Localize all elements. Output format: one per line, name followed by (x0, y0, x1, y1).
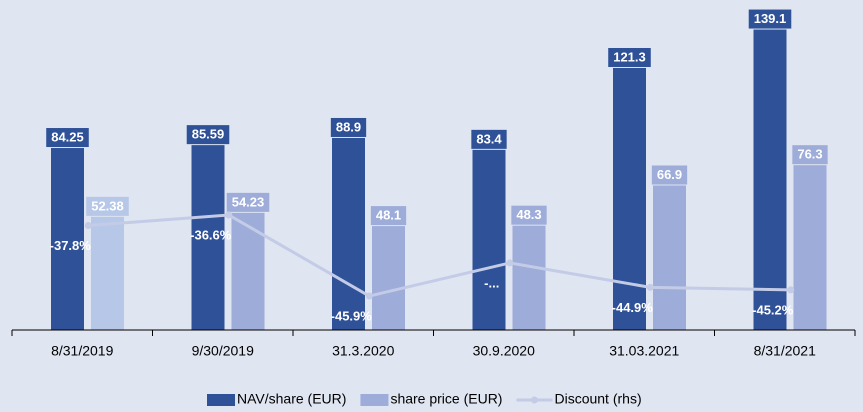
bar (372, 226, 405, 330)
bar (332, 137, 365, 330)
x-tick-label: 8/31/2019 (51, 343, 113, 359)
data-label: -44.9% (612, 300, 654, 315)
data-label-box (330, 117, 367, 137)
bar (512, 225, 546, 330)
line-point (646, 283, 654, 291)
line-point (225, 211, 233, 219)
bar (231, 212, 265, 330)
line-point (787, 286, 795, 294)
data-label-box (86, 196, 129, 216)
data-label: 76.3 (797, 147, 822, 162)
data-label: 139.1 (754, 11, 787, 26)
bar (613, 67, 646, 330)
x-tick-label: 9/30/2019 (192, 343, 254, 359)
data-label-box (370, 206, 407, 226)
legend-swatch (207, 394, 235, 406)
data-label-box (608, 47, 651, 67)
data-label: -45.2% (752, 302, 794, 317)
line (88, 213, 791, 298)
legend-label: Discount (rhs) (554, 391, 641, 407)
bar (91, 216, 124, 330)
data-label: 54.23 (232, 194, 265, 209)
legend-label: share price (EUR) (390, 391, 502, 407)
bar (51, 148, 84, 330)
data-label: 48.1 (376, 208, 401, 223)
data-label: 88.9 (336, 119, 361, 134)
data-label-box (46, 128, 89, 148)
line-point (84, 221, 92, 229)
x-tick-label: 31.3.2020 (332, 343, 394, 359)
legend-swatch (530, 396, 538, 404)
data-label-box (511, 205, 547, 225)
data-label-box (651, 165, 688, 185)
data-label: -... (484, 275, 499, 290)
data-label: -36.6% (190, 227, 232, 242)
data-label-box (471, 129, 507, 149)
legend-label: NAV/share (EUR) (237, 391, 346, 407)
data-label: 52.38 (91, 198, 124, 213)
data-label: -37.8% (50, 238, 92, 253)
data-label-box (792, 145, 828, 165)
line-point (506, 259, 514, 267)
bar (753, 29, 787, 330)
data-label: 48.3 (516, 207, 541, 222)
data-label: 84.25 (51, 129, 84, 144)
bar (653, 185, 686, 330)
data-label-box (226, 192, 270, 212)
bar (793, 165, 827, 330)
data-label: 83.4 (476, 131, 502, 146)
legend-swatch (360, 394, 389, 406)
x-tick-label: 30.9.2020 (473, 343, 535, 359)
x-tick-label: 31.03.2021 (609, 343, 679, 359)
line-point (365, 292, 373, 300)
data-label: 66.9 (657, 167, 682, 182)
bar (472, 149, 506, 330)
x-tick-label: 8/31/2021 (754, 343, 816, 359)
bar (191, 145, 225, 330)
data-label: -45.9% (331, 308, 373, 323)
data-label-box (186, 125, 230, 145)
data-label: 85.59 (192, 127, 225, 142)
data-label-box (748, 9, 792, 29)
data-label: 121.3 (613, 49, 646, 64)
